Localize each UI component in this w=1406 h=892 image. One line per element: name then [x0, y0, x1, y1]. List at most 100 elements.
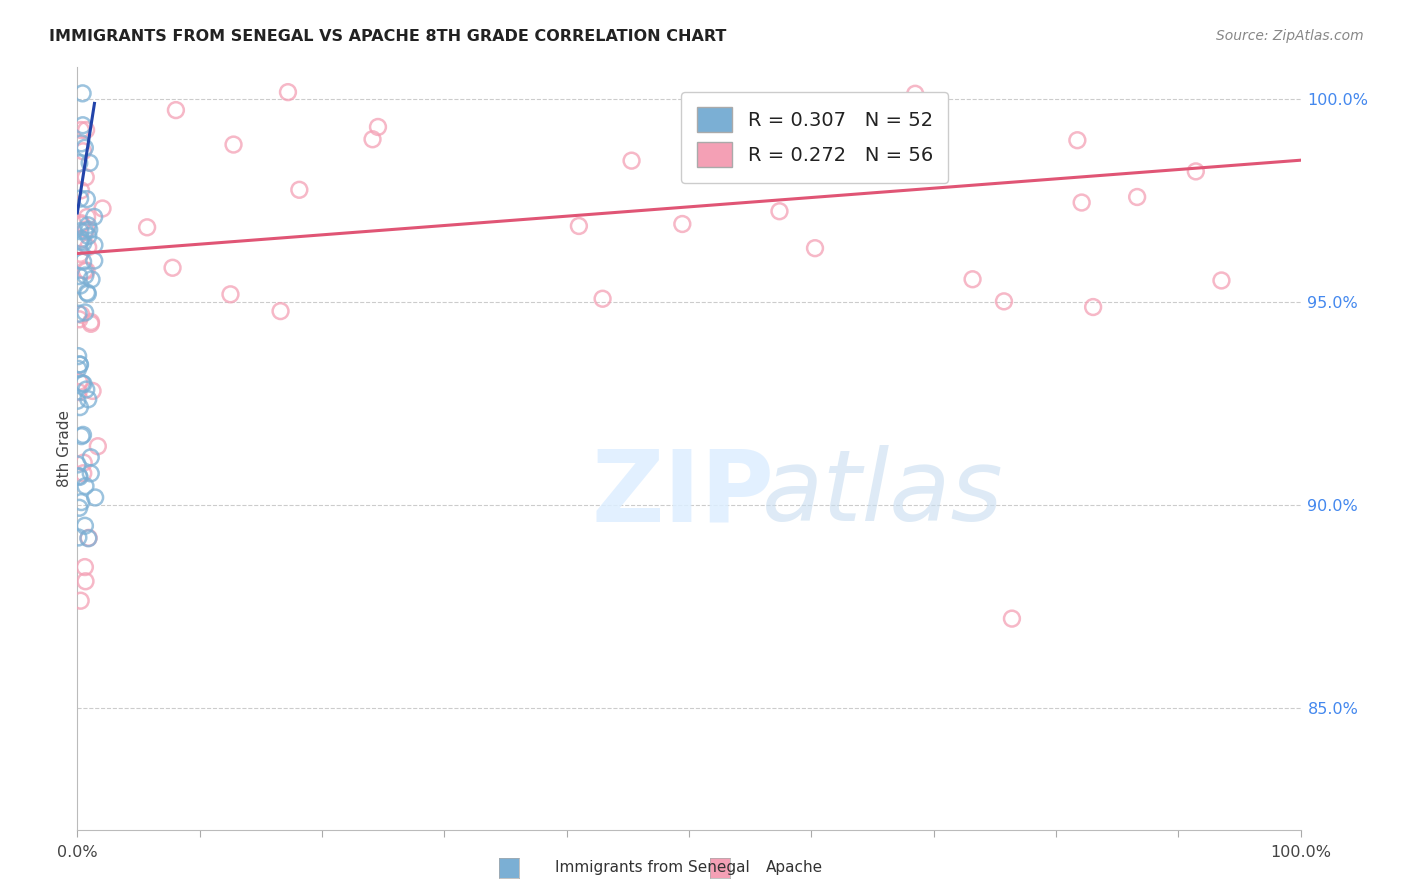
- Point: [66, 393, 89, 408]
- Point: [75, 170, 97, 185]
- Point: [69, 400, 91, 414]
- Point: [75, 123, 97, 137]
- Point: [77, 222, 100, 236]
- Point: [84, 491, 107, 505]
- Point: [83, 253, 105, 268]
- Point: [866, 103, 889, 118]
- Point: [671, 217, 693, 231]
- Point: [72, 235, 94, 250]
- Point: [72, 467, 94, 481]
- Point: [270, 304, 292, 318]
- Point: [361, 132, 384, 146]
- Point: [67, 269, 90, 284]
- Point: [165, 103, 187, 117]
- Point: [73, 518, 96, 533]
- Point: [69, 593, 91, 607]
- Point: [69, 278, 91, 293]
- Point: [70, 216, 93, 230]
- Point: [77, 229, 100, 244]
- Point: [79, 156, 101, 170]
- Text: IMMIGRANTS FROM SENEGAL VS APACHE 8TH GRADE CORRELATION CHART: IMMIGRANTS FROM SENEGAL VS APACHE 8TH GR…: [49, 29, 727, 44]
- Point: [77, 286, 100, 301]
- Point: [70, 495, 93, 509]
- Point: [76, 285, 98, 300]
- Point: [904, 87, 927, 101]
- Point: [75, 222, 97, 236]
- Point: [69, 470, 91, 484]
- Point: [222, 137, 245, 152]
- Point: [1066, 133, 1088, 147]
- Point: [768, 204, 790, 219]
- Point: [70, 232, 93, 246]
- Point: [67, 156, 90, 170]
- Point: [219, 287, 242, 301]
- Point: [70, 308, 93, 322]
- Point: [76, 210, 98, 224]
- Point: [72, 87, 94, 101]
- Point: [1070, 195, 1092, 210]
- Point: [80, 467, 103, 481]
- Point: [76, 192, 98, 206]
- Point: [70, 429, 93, 443]
- Point: [1081, 300, 1104, 314]
- Point: [592, 292, 614, 306]
- Point: [70, 183, 93, 197]
- Point: [72, 376, 94, 391]
- Point: [1001, 612, 1024, 626]
- Point: [962, 272, 984, 286]
- Point: [66, 458, 89, 472]
- Point: [75, 479, 97, 493]
- Point: [67, 375, 90, 389]
- Point: [67, 500, 90, 515]
- Point: [80, 315, 103, 329]
- Text: Source: ZipAtlas.com: Source: ZipAtlas.com: [1216, 29, 1364, 43]
- Point: [136, 220, 159, 235]
- Point: [72, 118, 94, 132]
- Point: [76, 263, 98, 277]
- Point: [77, 531, 100, 545]
- Point: [67, 362, 90, 376]
- Legend: R = 0.307   N = 52, R = 0.272   N = 56: R = 0.307 N = 52, R = 0.272 N = 56: [682, 92, 948, 183]
- Point: [1126, 190, 1149, 204]
- Y-axis label: 8th Grade: 8th Grade: [56, 409, 72, 487]
- Point: [69, 192, 91, 206]
- Point: [69, 235, 91, 249]
- Point: [77, 392, 100, 407]
- Point: [568, 219, 591, 233]
- Point: [620, 153, 643, 168]
- Point: [73, 560, 96, 574]
- Point: [80, 317, 103, 331]
- Point: [993, 294, 1015, 309]
- Point: [75, 305, 97, 319]
- Point: [1185, 164, 1208, 178]
- Point: [73, 224, 96, 238]
- Point: [83, 210, 105, 224]
- Point: [87, 439, 110, 453]
- Point: [67, 312, 90, 326]
- Point: [69, 247, 91, 261]
- Point: [80, 450, 103, 465]
- Point: [75, 268, 97, 283]
- Point: [288, 183, 311, 197]
- Point: [83, 238, 105, 252]
- Point: [72, 145, 94, 159]
- Point: [277, 85, 299, 99]
- Point: [72, 254, 94, 268]
- Point: [69, 357, 91, 371]
- Point: [69, 224, 91, 238]
- Point: [367, 120, 389, 134]
- Point: [67, 385, 90, 400]
- Point: [77, 531, 100, 545]
- Point: [162, 260, 184, 275]
- Point: [69, 358, 91, 372]
- Point: [72, 428, 94, 442]
- Point: [75, 574, 97, 589]
- Point: [780, 162, 803, 177]
- Point: [91, 202, 114, 216]
- Point: [73, 263, 96, 277]
- Text: atlas: atlas: [762, 445, 1004, 542]
- Point: [80, 272, 103, 286]
- Point: [67, 469, 90, 483]
- Point: [82, 384, 104, 398]
- Point: [70, 123, 93, 137]
